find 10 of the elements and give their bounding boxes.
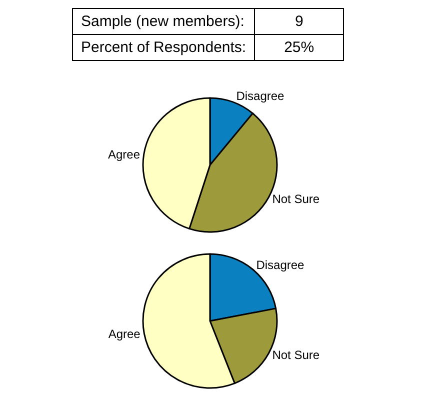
slice-label: Not Sure — [272, 348, 320, 362]
text: Percent of Respondents: — [72, 34, 255, 60]
slice-label: Disagree — [256, 258, 305, 272]
text: 9 — [254, 8, 344, 34]
slice-label: Agree — [108, 326, 141, 341]
slice-label: Not Sure — [272, 192, 320, 206]
slice-label: Agree — [108, 147, 140, 162]
text: 25% — [254, 34, 344, 60]
slice-label: Disagree — [236, 88, 285, 103]
text: Sample (new members): — [72, 8, 255, 34]
